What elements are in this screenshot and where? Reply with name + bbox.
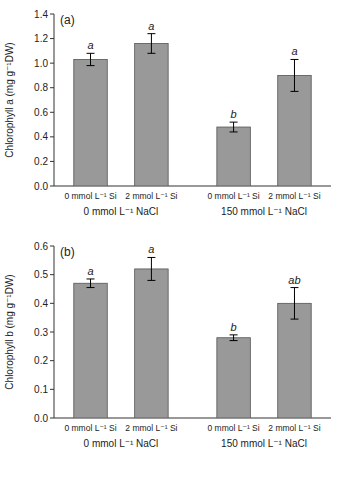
group-label: 150 mmol L⁻¹ NaCl bbox=[221, 438, 307, 449]
x-tick-label: 2 mmol L⁻¹ Si bbox=[268, 423, 320, 433]
error-bar-path bbox=[147, 257, 155, 280]
x-tick-label: 2 mmol L⁻¹ Si bbox=[125, 423, 177, 433]
group-label: 0 mmol L⁻¹ NaCl bbox=[84, 206, 159, 217]
y-tick-label: 0.2 bbox=[34, 355, 48, 366]
y-tick-label: 1.4 bbox=[34, 9, 48, 20]
x-tick-label: 2 mmol L⁻¹ Si bbox=[268, 191, 320, 201]
bars bbox=[74, 257, 311, 418]
x-tick-label: 2 mmol L⁻¹ Si bbox=[125, 191, 177, 201]
x-tick-label: 0 mmol L⁻¹ Si bbox=[207, 191, 259, 201]
y-tick bbox=[50, 136, 54, 137]
y-tick-label: 0.4 bbox=[34, 298, 48, 309]
significance-letter: a bbox=[291, 45, 297, 57]
y-tick bbox=[50, 63, 54, 64]
error-bar-path bbox=[230, 335, 238, 341]
bar bbox=[217, 338, 250, 418]
y-tick bbox=[50, 418, 54, 419]
error-bar-path bbox=[230, 122, 238, 132]
error-bar-path bbox=[290, 59, 298, 91]
y-tick bbox=[50, 87, 54, 88]
bar bbox=[74, 283, 107, 418]
error-bar-path bbox=[87, 53, 95, 65]
significance-letter: ab bbox=[288, 274, 300, 286]
y-tick-label: 0.5 bbox=[34, 269, 48, 280]
group-label: 0 mmol L⁻¹ NaCl bbox=[84, 438, 159, 449]
panel-label: (a) bbox=[60, 13, 75, 27]
y-axis-label: Chlorophyll a (mg g⁻¹DW) bbox=[4, 42, 15, 157]
error-bar bbox=[230, 335, 238, 341]
error-bar bbox=[290, 288, 298, 320]
error-bar bbox=[87, 53, 95, 65]
error-bar-path bbox=[290, 288, 298, 320]
y-tick-label: 0.3 bbox=[34, 327, 48, 338]
significance-letter: a bbox=[148, 243, 154, 255]
significance-letter: b bbox=[231, 108, 237, 120]
x-tick-label: 0 mmol L⁻¹ Si bbox=[207, 423, 259, 433]
figure: 0.0 0.2 0.4 0.6 0.8 1.0 1.2 1.4 Chlorophyll a (m… bbox=[0, 0, 341, 500]
y-tick-label: 0.6 bbox=[34, 107, 48, 118]
y-axis-label: Chlorophyll b (mg g⁻¹DW) bbox=[4, 274, 15, 389]
error-bar bbox=[147, 34, 155, 54]
y-tick-label: 0.0 bbox=[34, 413, 48, 424]
bar bbox=[135, 43, 168, 186]
y-axis-line bbox=[54, 14, 55, 186]
y-tick-label: 0.8 bbox=[34, 82, 48, 93]
bar bbox=[278, 303, 311, 418]
y-tick bbox=[50, 332, 54, 333]
bar bbox=[135, 269, 168, 418]
y-tick bbox=[50, 161, 54, 162]
significance-letter: a bbox=[87, 265, 93, 277]
y-tick bbox=[50, 112, 54, 113]
error-bar bbox=[147, 257, 155, 280]
y-tick bbox=[50, 274, 54, 275]
bar bbox=[278, 75, 311, 186]
y-tick-label: 0.1 bbox=[34, 384, 48, 395]
significance-letter: a bbox=[87, 39, 93, 51]
error-bar bbox=[87, 279, 95, 288]
x-tick-label: 0 mmol L⁻¹ Si bbox=[64, 423, 116, 433]
y-tick-label: 0.4 bbox=[34, 131, 48, 142]
error-bar-path bbox=[87, 279, 95, 288]
y-tick-label: 0.2 bbox=[34, 156, 48, 167]
x-tick-label: 0 mmol L⁻¹ Si bbox=[64, 191, 116, 201]
panel: 0.0 0.1 0.2 0.3 0.4 0.5 0.6 Chlorophyll b (mg g… bbox=[4, 241, 331, 450]
y-tick bbox=[50, 14, 54, 15]
significance-letter: a bbox=[148, 20, 154, 32]
bar bbox=[217, 127, 250, 186]
y-tick bbox=[50, 360, 54, 361]
y-tick bbox=[50, 246, 54, 247]
y-tick-label: 0.6 bbox=[34, 241, 48, 252]
panel-label: (b) bbox=[60, 245, 75, 259]
panel: 0.0 0.2 0.4 0.6 0.8 1.0 1.2 1.4 Chlorophyll a (m… bbox=[4, 9, 331, 218]
bar bbox=[74, 59, 107, 186]
error-bar bbox=[290, 59, 298, 91]
y-tick-label: 1.0 bbox=[34, 58, 48, 69]
y-tick-label: 0.0 bbox=[34, 181, 48, 192]
group-label: 150 mmol L⁻¹ NaCl bbox=[221, 206, 307, 217]
error-bar bbox=[230, 122, 238, 132]
error-bar-path bbox=[147, 34, 155, 54]
y-axis-line bbox=[54, 246, 55, 418]
y-tick-label: 1.2 bbox=[34, 33, 48, 44]
significance-letter: b bbox=[231, 321, 237, 333]
y-tick bbox=[50, 389, 54, 390]
y-tick bbox=[50, 186, 54, 187]
bars bbox=[74, 34, 311, 186]
y-tick bbox=[50, 38, 54, 39]
y-tick bbox=[50, 303, 54, 304]
